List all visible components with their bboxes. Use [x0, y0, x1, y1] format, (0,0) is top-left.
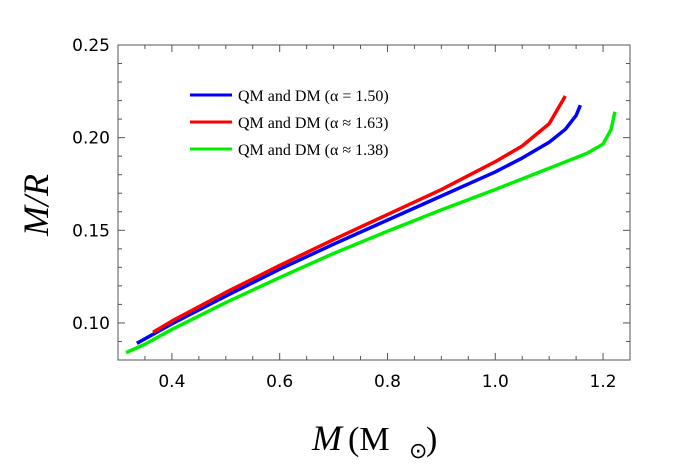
x-tick-label: 0.8 [374, 372, 401, 392]
y-tick-label: 0.25 [72, 36, 110, 56]
y-axis-title: M/R [16, 174, 56, 237]
tick-marks [117, 44, 631, 361]
x-axis-title-symbol: M [311, 418, 344, 458]
x-axis-title-close-paren: ) [426, 421, 437, 458]
y-tick-label: 0.15 [72, 221, 110, 241]
x-axis-title-unit: (M [348, 421, 390, 458]
legend: QM and DM (α = 1.50) QM and DM (α ≈ 1.63… [190, 88, 389, 159]
x-tick-labels: 0.4 0.6 0.8 1.0 1.2 [158, 372, 616, 392]
legend-label-2: QM and DM (α ≈ 1.63) [238, 115, 388, 132]
x-axis-title-sun-subscript: ⊙ [409, 438, 427, 463]
y-tick-label: 0.10 [72, 314, 110, 334]
x-axis-title: M (M ⊙ ) [311, 418, 437, 463]
legend-label-1: QM and DM (α = 1.50) [238, 88, 389, 105]
x-tick-label: 0.6 [266, 372, 293, 392]
y-tick-labels: 0.10 0.15 0.20 0.25 [72, 36, 110, 334]
series-line-1 [136, 104, 583, 345]
x-tick-label: 1.0 [482, 372, 509, 392]
series-lines [125, 95, 617, 355]
y-tick-label: 0.20 [72, 129, 110, 149]
plot-frame [117, 44, 631, 361]
legend-label-3: QM and DM (α ≈ 1.38) [238, 142, 388, 159]
x-tick-label: 1.2 [590, 372, 617, 392]
x-tick-label: 0.4 [158, 372, 185, 392]
series-line-2 [152, 95, 567, 334]
series-line-3 [125, 111, 617, 355]
